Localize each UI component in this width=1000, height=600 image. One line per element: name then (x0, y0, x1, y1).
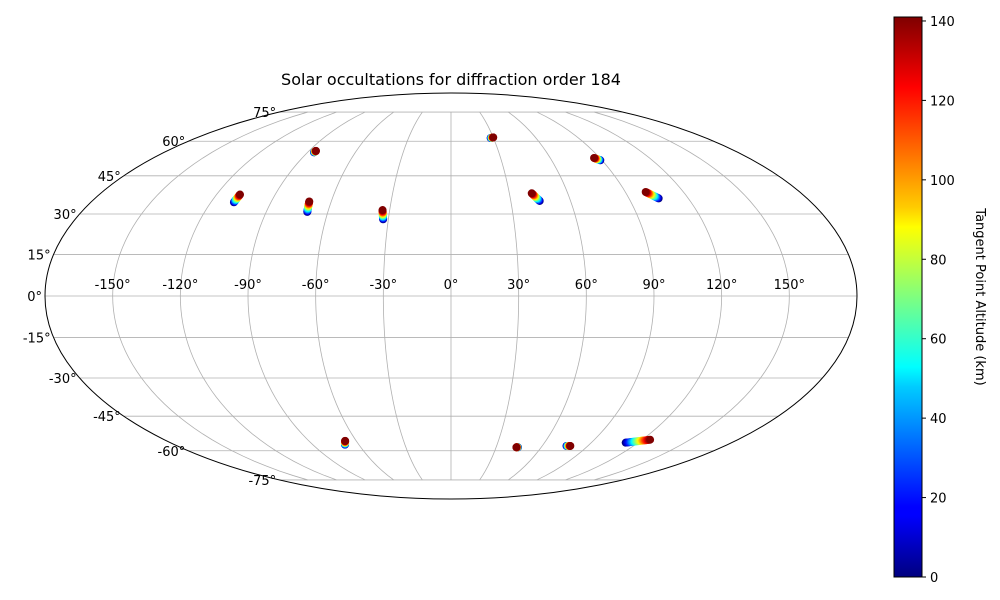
grid-meridian (382, 111, 423, 481)
occultation-point (236, 190, 245, 199)
data-points (229, 133, 663, 452)
longitude-tick-labels: -150° -120° -90° -60° -30° 0° 30° 60° 90° 120° 150… (95, 278, 805, 293)
lat-tick-label: 45° (98, 170, 121, 185)
lat-tick-label: -60° (158, 445, 186, 460)
grid-meridian (594, 111, 790, 481)
map-boundary (44, 92, 858, 500)
colorbar-tick-label: 60 (930, 333, 947, 348)
grid-meridian (479, 111, 520, 481)
grid-meridian (112, 111, 308, 481)
occultation-point (305, 197, 314, 206)
lon-tick-label: 120° (706, 278, 737, 293)
lat-tick-label: 60° (162, 135, 185, 150)
occultation-point (489, 133, 498, 142)
colorbar-tick-label: 20 (930, 492, 947, 507)
grid-meridian (508, 111, 587, 481)
lat-tick-label: 15° (28, 248, 51, 263)
lat-tick-label: 75° (253, 106, 276, 121)
lat-tick-label: -45° (93, 410, 121, 425)
occultation-point (566, 441, 575, 450)
colorbar-tick-label: 100 (930, 174, 955, 189)
lon-tick-label: -90° (234, 278, 262, 293)
colorbar-ticks: 0 20 40 60 80 100 120 140 (922, 15, 955, 586)
grid-meridian (315, 111, 394, 481)
lat-tick-label: -75° (248, 474, 276, 489)
occultation-point (341, 436, 350, 445)
chart-title: Solar occultations for diffraction order… (281, 70, 621, 89)
lon-tick-label: -120° (162, 278, 198, 293)
map-grid (45, 111, 857, 481)
lon-tick-label: -150° (95, 278, 131, 293)
occultation-point (590, 153, 599, 162)
lat-tick-label: -30° (49, 372, 77, 387)
lat-tick-label: -15° (23, 332, 51, 347)
colorbar-label: Tangent Point Altitude (km) (972, 207, 987, 385)
lat-tick-label: 0° (27, 290, 42, 305)
lon-tick-label: -30° (369, 278, 397, 293)
grid-meridian (179, 111, 337, 481)
occultation-point (311, 146, 320, 155)
grid-meridian (247, 111, 366, 481)
grid-meridian (565, 111, 723, 481)
occultation-point (512, 443, 521, 452)
lon-tick-label: 30° (507, 278, 530, 293)
colorbar-tick-label: 0 (930, 571, 938, 586)
lon-tick-label: -60° (302, 278, 330, 293)
colorbar-tick-label: 40 (930, 412, 947, 427)
grid-meridian (536, 111, 655, 481)
lon-tick-label: 90° (642, 278, 665, 293)
occultation-point (527, 189, 536, 198)
colorbar-gradient (893, 16, 923, 578)
occultation-point (646, 435, 655, 444)
colorbar: 0 20 40 60 80 100 120 140 Tangent Point Altitud… (893, 15, 987, 586)
lon-tick-label: 150° (774, 278, 805, 293)
lat-tick-label: 30° (54, 208, 77, 223)
colorbar-tick-label: 80 (930, 253, 947, 268)
occultation-point (641, 188, 650, 196)
colorbar-tick-label: 140 (930, 15, 955, 30)
colorbar-tick-label: 120 (930, 94, 955, 109)
lon-tick-label: 60° (575, 278, 598, 293)
occultation-point (378, 206, 387, 215)
lon-tick-label: 0° (444, 278, 459, 293)
latitude-tick-labels: 75° 60° 45° 30° 15° 0° -15° -30° -45° -60° -75° (23, 106, 276, 489)
